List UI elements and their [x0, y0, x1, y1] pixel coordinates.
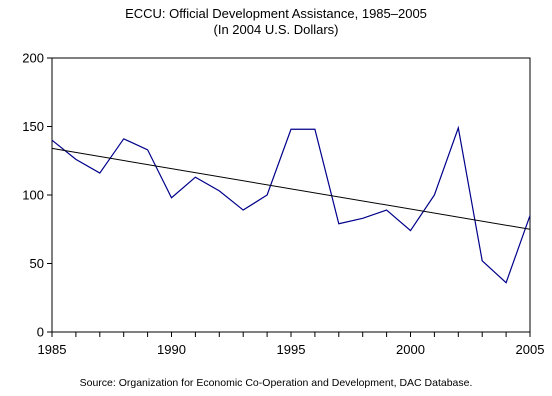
- x-tick-label: 1985: [38, 342, 67, 357]
- source-note: Source: Organization for Economic Co-Ope…: [79, 377, 473, 389]
- chart-title: ECCU: Official Development Assistance, 1…: [125, 6, 427, 21]
- plot-area: [51, 57, 531, 333]
- y-tick-label: 0: [37, 325, 44, 340]
- x-tick-label: 1990: [157, 342, 186, 357]
- trend-line: [51, 147, 531, 230]
- x-tick-label: 2005: [516, 342, 545, 357]
- y-tick-label: 200: [22, 51, 44, 66]
- y-tick-label: 50: [30, 256, 44, 271]
- y-tick-label: 150: [22, 119, 44, 134]
- x-tick-label: 1995: [277, 342, 306, 357]
- series-line: [51, 125, 531, 284]
- x-tick-label: 2000: [396, 342, 425, 357]
- y-tick-label: 100: [22, 188, 44, 203]
- chart-subtitle: (In 2004 U.S. Dollars): [213, 22, 339, 37]
